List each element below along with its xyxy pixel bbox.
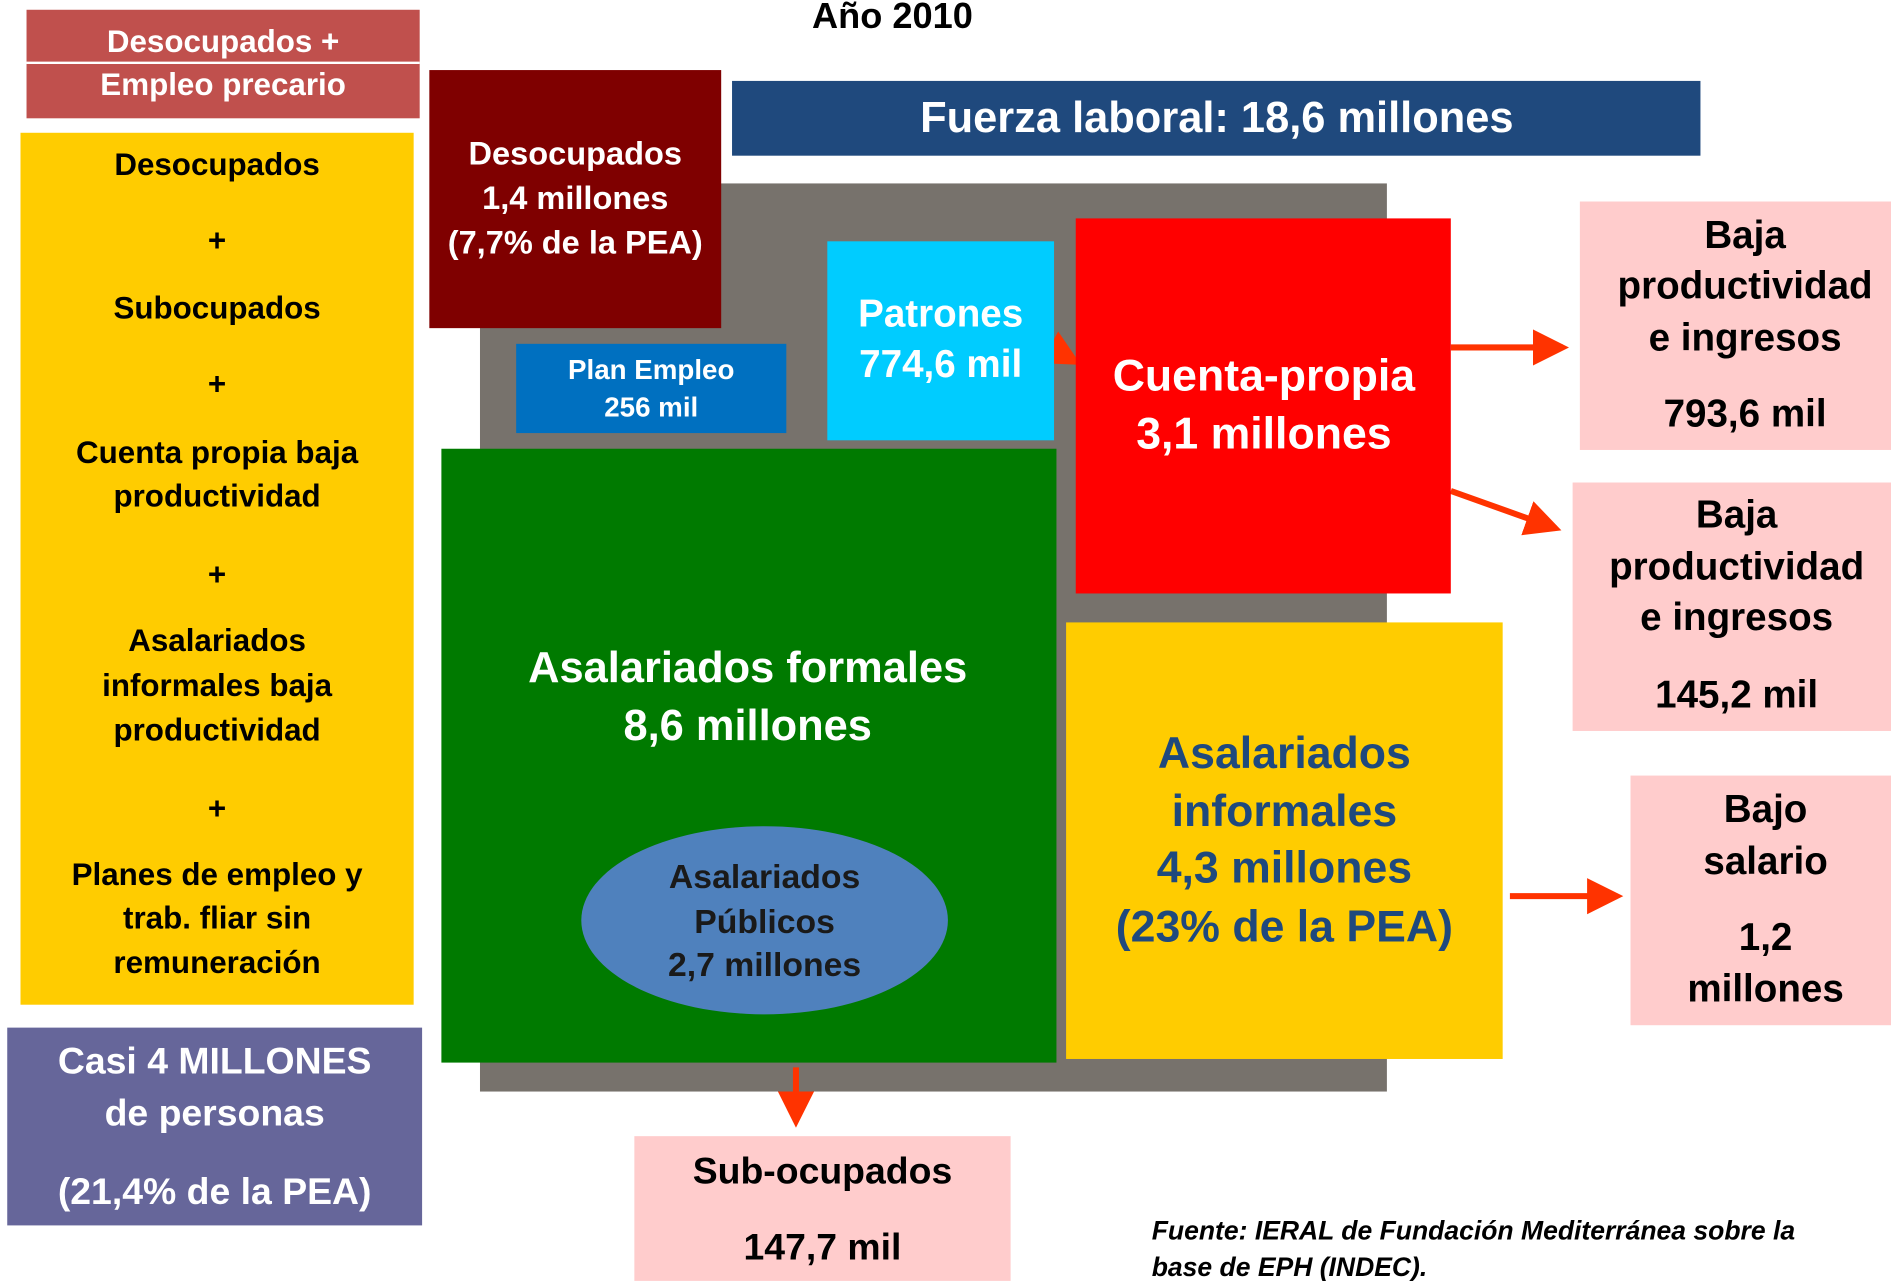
page: {"header": {"year": "Año 2010", "title":… bbox=[0, 0, 1891, 1281]
box-text: Baja bbox=[1696, 494, 1778, 537]
box-text: (7,7% de la PEA) bbox=[448, 225, 703, 261]
box-text: Públicos bbox=[694, 903, 835, 941]
box-text: 8,6 millones bbox=[623, 702, 871, 750]
box-text: productividad bbox=[1618, 265, 1873, 308]
box-text: Asalariados bbox=[669, 858, 860, 896]
box bbox=[1066, 622, 1503, 1059]
box-text: productividad bbox=[113, 712, 320, 747]
box-text: Casi 4 MILLONES bbox=[58, 1040, 372, 1082]
box-text: Empleo precario bbox=[100, 67, 346, 102]
box-text: salario bbox=[1703, 840, 1827, 883]
box-text: de personas bbox=[105, 1092, 325, 1134]
box-text: e ingresos bbox=[1640, 596, 1833, 639]
box-text: 145,2 mil bbox=[1655, 673, 1818, 716]
box-text: Plan Empleo bbox=[568, 354, 734, 385]
box-text: informales bbox=[1172, 787, 1398, 836]
box-text: 774,6 mil bbox=[859, 343, 1022, 386]
box-text: Desocupados + bbox=[107, 24, 340, 59]
box-text: + bbox=[208, 791, 226, 826]
diagram: Año 2010 Fuerza laboral: 18,6 millones D… bbox=[0, 0, 1891, 1281]
box-text: + bbox=[208, 557, 226, 592]
box-text: 4,3 millones bbox=[1157, 844, 1412, 893]
box-text: Desocupados bbox=[114, 147, 320, 182]
box-text: e ingresos bbox=[1649, 316, 1842, 359]
box bbox=[827, 241, 1054, 440]
box-text: trab. fliar sin bbox=[123, 901, 311, 936]
box-text: + bbox=[208, 223, 226, 258]
box-text: + bbox=[208, 366, 226, 401]
box-text: 1,4 millones bbox=[482, 180, 668, 216]
box-text: Asalariados bbox=[1158, 729, 1411, 778]
box-text: Subocupados bbox=[113, 290, 320, 325]
box-text: (21,4% de la PEA) bbox=[58, 1170, 372, 1212]
box-text: 793,6 mil bbox=[1664, 392, 1827, 435]
box-text: millones bbox=[1687, 968, 1844, 1011]
box-text: (23% de la PEA) bbox=[1116, 903, 1453, 952]
source-line: base de EPH (INDEC). bbox=[1152, 1252, 1428, 1281]
box-text: Planes de empleo y bbox=[72, 857, 363, 892]
box-text: Asalariados bbox=[128, 623, 306, 658]
box-text: Sub-ocupados bbox=[693, 1149, 953, 1191]
box-text: 256 mil bbox=[604, 391, 698, 422]
box-text: productividad bbox=[1609, 546, 1864, 589]
box-text: Cuenta-propia bbox=[1113, 352, 1417, 401]
source: Fuente: IERAL de Fundación Mediterránea … bbox=[1152, 1216, 1795, 1281]
box-text: Desocupados bbox=[469, 135, 682, 171]
box-text: Patrones bbox=[858, 292, 1023, 335]
box-text: Bajo bbox=[1724, 788, 1808, 831]
source-line: Fuente: IERAL de Fundación Mediterránea … bbox=[1152, 1216, 1795, 1246]
box-text: remuneración bbox=[113, 945, 320, 980]
year: Año 2010 bbox=[812, 0, 973, 36]
box-text: Baja bbox=[1704, 214, 1786, 257]
title: Fuerza laboral: 18,6 millones bbox=[920, 94, 1513, 142]
box-text: productividad bbox=[113, 478, 320, 513]
box-text: 1,2 bbox=[1739, 916, 1793, 959]
box-text: Asalariados formales bbox=[528, 644, 967, 692]
box-text: 147,7 mil bbox=[744, 1225, 902, 1267]
box-text: 2,7 millones bbox=[668, 946, 861, 984]
box-text: 3,1 millones bbox=[1136, 409, 1391, 458]
box-text: informales baja bbox=[102, 668, 333, 703]
box-text: Cuenta propia baja bbox=[76, 435, 359, 470]
box bbox=[1076, 218, 1451, 593]
